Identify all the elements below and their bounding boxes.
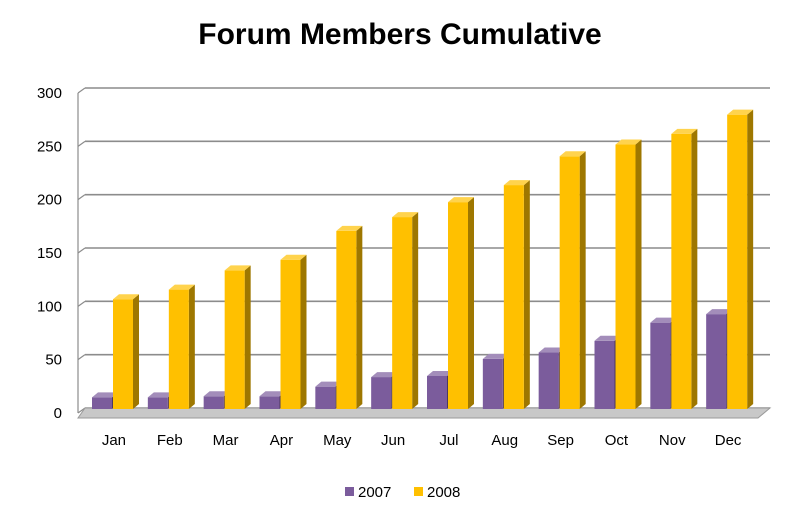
bar-top-2008 <box>113 294 139 300</box>
bar-top-2008 <box>280 254 307 260</box>
bar-top-2008 <box>559 151 586 157</box>
plot-area: 0 50 100 150 200 250 300 Jan Feb Mar Apr May Jun Jul A… <box>37 85 772 449</box>
bar-top-2007 <box>482 353 509 359</box>
chart-title: Forum Members Cumulative <box>198 18 601 51</box>
bar-top-2007 <box>315 381 342 387</box>
x-tick-label: Aug <box>491 432 518 449</box>
bar-2007 <box>427 376 447 409</box>
y-tick-label: 250 <box>37 138 62 155</box>
bar-top-2008 <box>224 265 251 271</box>
y-tick-label: 100 <box>37 298 62 315</box>
bar-top-2008 <box>392 212 419 218</box>
bar-side-2008 <box>133 294 139 409</box>
gridline-side <box>77 87 86 94</box>
bar-2008 <box>168 289 189 409</box>
bar-side-2008 <box>356 225 363 409</box>
bar-side-2008 <box>188 284 195 409</box>
bar-top-2007 <box>92 392 118 398</box>
bar-2008 <box>503 185 524 409</box>
bar-2007 <box>594 340 615 409</box>
bar-side-2008 <box>244 265 251 409</box>
bar-top-2007 <box>147 392 174 398</box>
x-tick-label: Jul <box>439 432 458 449</box>
legend: 2007 2008 <box>345 484 460 501</box>
gridline-side <box>77 194 86 201</box>
bar-side-2008 <box>579 151 586 409</box>
bar-2007 <box>706 314 727 409</box>
bar-side-2008 <box>468 197 474 409</box>
bar-2008 <box>113 299 133 409</box>
x-tick-label: Feb <box>157 432 183 449</box>
y-tick-label: 50 <box>45 352 62 369</box>
bar-2008 <box>280 259 301 409</box>
bar-top-2007 <box>203 391 230 397</box>
bar-top-2008 <box>671 128 698 134</box>
gridline-side <box>77 247 86 254</box>
bar-2007 <box>650 322 671 409</box>
bar-top-2007 <box>706 309 733 315</box>
y-tick-label: 200 <box>37 192 62 209</box>
x-tick-label: Jun <box>381 432 405 449</box>
bar-2007 <box>482 358 503 409</box>
bar-top-2008 <box>168 284 195 290</box>
gridline-side <box>77 300 86 307</box>
floor <box>77 407 772 419</box>
bar-2008 <box>448 202 468 409</box>
bar-top-2008 <box>727 109 754 115</box>
bar-2008 <box>336 230 357 409</box>
bar-side-2008 <box>747 109 754 410</box>
bar-top-2007 <box>594 335 621 341</box>
bar-2007 <box>315 386 336 409</box>
bar-side-2008 <box>523 180 530 409</box>
bar-2008 <box>559 156 580 409</box>
legend-swatch-2007 <box>345 487 354 496</box>
bar-side-2008 <box>635 139 642 410</box>
y-tick-label: 300 <box>37 85 62 102</box>
bar-side-2008 <box>300 254 307 409</box>
bar-top-2008 <box>336 225 363 231</box>
x-tick-label: Nov <box>659 432 686 449</box>
legend-label-2008: 2008 <box>427 484 460 501</box>
bar-2007 <box>538 352 559 409</box>
gridline-side <box>77 354 86 361</box>
bar-top-2007 <box>650 317 677 323</box>
gridline-side <box>77 140 86 147</box>
bar-top-2007 <box>427 371 453 376</box>
y-tick-label: 150 <box>37 245 62 262</box>
bar-side-2008 <box>412 212 419 409</box>
y-tick-label: 0 <box>54 405 62 422</box>
x-tick-label: Dec <box>715 432 742 449</box>
bar-2008 <box>392 217 413 409</box>
bar-2007 <box>259 396 280 409</box>
bar-2007 <box>203 396 224 409</box>
x-tick-label: Jan <box>102 432 126 449</box>
bar-top-2008 <box>448 197 474 203</box>
bar-2008 <box>615 144 636 410</box>
legend-label-2007: 2007 <box>358 484 391 501</box>
bar-top-2008 <box>503 180 530 186</box>
bar-top-2007 <box>259 391 286 397</box>
x-tick-label: May <box>323 432 352 449</box>
bar-2007 <box>92 397 112 409</box>
x-tick-label: Apr <box>270 432 293 449</box>
x-tick-label: Oct <box>605 432 629 449</box>
legend-swatch-2008 <box>414 487 423 496</box>
bar-side-2008 <box>691 128 698 409</box>
bar-2008 <box>671 133 692 409</box>
bar-2008 <box>727 114 748 410</box>
bar-2007 <box>371 377 392 409</box>
bar-2008 <box>224 270 245 409</box>
bar-top-2007 <box>371 372 398 378</box>
x-tick-label: Sep <box>547 432 574 449</box>
x-tick-label: Mar <box>213 432 239 449</box>
bar-top-2008 <box>615 139 642 145</box>
bar-top-2007 <box>538 347 565 353</box>
bar-2007 <box>147 397 168 409</box>
